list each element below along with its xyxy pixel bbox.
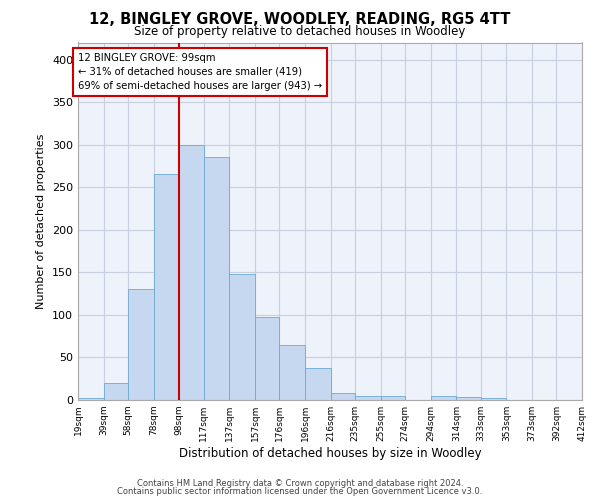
Bar bbox=[457, 398, 481, 400]
Bar bbox=[78, 398, 104, 400]
Bar bbox=[154, 174, 179, 400]
Bar bbox=[280, 344, 305, 400]
Bar bbox=[355, 396, 380, 400]
Y-axis label: Number of detached properties: Number of detached properties bbox=[37, 134, 46, 309]
Bar bbox=[128, 290, 154, 400]
Bar bbox=[481, 398, 506, 400]
Bar bbox=[431, 396, 457, 400]
Bar bbox=[229, 274, 255, 400]
Bar bbox=[104, 383, 128, 400]
Bar bbox=[380, 396, 405, 400]
X-axis label: Distribution of detached houses by size in Woodley: Distribution of detached houses by size … bbox=[179, 447, 481, 460]
Bar bbox=[331, 393, 355, 400]
Text: Contains HM Land Registry data © Crown copyright and database right 2024.: Contains HM Land Registry data © Crown c… bbox=[137, 478, 463, 488]
Text: Size of property relative to detached houses in Woodley: Size of property relative to detached ho… bbox=[134, 25, 466, 38]
Bar bbox=[179, 144, 203, 400]
Text: 12 BINGLEY GROVE: 99sqm
← 31% of detached houses are smaller (419)
69% of semi-d: 12 BINGLEY GROVE: 99sqm ← 31% of detache… bbox=[78, 52, 322, 90]
Bar bbox=[255, 316, 280, 400]
Bar bbox=[305, 368, 331, 400]
Text: Contains public sector information licensed under the Open Government Licence v3: Contains public sector information licen… bbox=[118, 487, 482, 496]
Bar bbox=[203, 158, 229, 400]
Text: 12, BINGLEY GROVE, WOODLEY, READING, RG5 4TT: 12, BINGLEY GROVE, WOODLEY, READING, RG5… bbox=[89, 12, 511, 28]
